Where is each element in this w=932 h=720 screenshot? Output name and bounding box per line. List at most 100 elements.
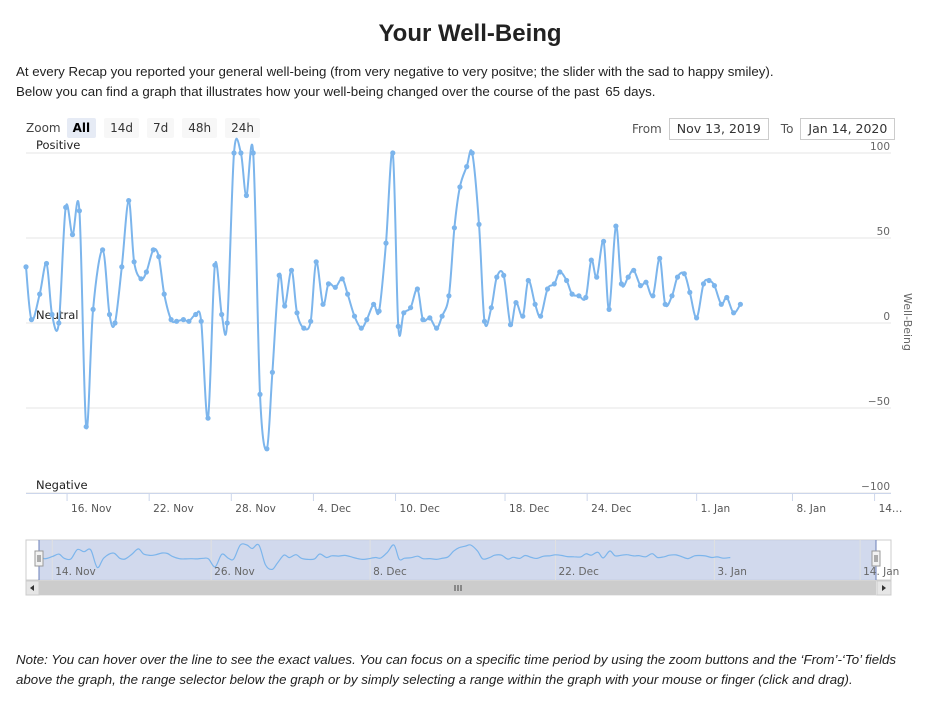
zoom-bar: Zoom All 14d 7d 48h 24h: [26, 118, 268, 138]
data-point: [532, 301, 538, 307]
data-point: [507, 322, 514, 328]
zoom-14d-button[interactable]: 14d: [104, 118, 139, 138]
data-point: [83, 424, 89, 430]
data-point: [301, 325, 307, 331]
range-navigator[interactable]: 14. Nov 26. Nov 8. Dec 22. Dec 3. Jan 14. Jan: [25, 539, 899, 596]
data-point: [434, 325, 440, 331]
x-tick-label: 24. Dec: [591, 503, 632, 515]
data-point: [564, 277, 570, 284]
navigator-tick-label: 14. Nov: [55, 566, 96, 578]
data-point: [650, 293, 656, 299]
data-point: [446, 293, 452, 299]
y-axis-labels: 100 50 0 −50 −100: [861, 141, 890, 493]
data-point: [711, 283, 718, 289]
x-tick-label: 18. Dec: [509, 503, 550, 515]
zoom-7d-button[interactable]: 7d: [147, 118, 175, 138]
help-note: Note: You can hover over the line to see…: [16, 652, 897, 687]
zoom-all-button[interactable]: All: [66, 118, 97, 138]
from-date-input[interactable]: Nov 13, 2019: [668, 118, 769, 140]
data-point: [161, 291, 167, 297]
navigator-tick-label: 22. Dec: [559, 566, 600, 578]
data-point: [601, 238, 607, 244]
data-point: [551, 281, 557, 287]
data-point: [488, 305, 494, 311]
data-point: [439, 313, 445, 319]
data-point: [662, 301, 668, 307]
data-point: [150, 247, 156, 253]
data-point: [212, 262, 218, 268]
x-tick-label: 16. Nov: [71, 503, 112, 515]
data-point: [637, 283, 644, 289]
data-point: [476, 221, 482, 227]
navigator-selected-range[interactable]: [39, 540, 876, 580]
data-point: [395, 323, 401, 329]
navigator-axis-labels: 14. Nov 26. Nov 8. Dec 22. Dec 3. Jan 14. Jan: [55, 566, 899, 578]
data-point: [606, 306, 612, 312]
data-point: [376, 308, 382, 314]
navigator-left-handle[interactable]: [34, 550, 44, 567]
data-point: [282, 303, 288, 309]
data-point: [28, 317, 35, 323]
data-point: [332, 284, 338, 290]
y-tick-label: 50: [877, 226, 890, 238]
data-point: [557, 269, 563, 275]
data-point: [351, 313, 358, 319]
to-date-input[interactable]: Jan 14, 2020: [800, 118, 896, 140]
range-inputs: From Nov 13, 2019 To Jan 14, 2020: [632, 118, 896, 140]
data-point: [138, 276, 144, 282]
scroll-right-arrow-icon: [882, 585, 886, 591]
data-point: [238, 150, 244, 156]
data-point: [408, 305, 414, 311]
wellbeing-chart[interactable]: 100 50 0 −50 −100 Positive Neutral Negative We…: [0, 0, 932, 610]
y-category-label: Neutral: [36, 308, 78, 322]
intro-line-1: At every Recap you reported your general…: [16, 64, 774, 79]
navigator-scrollbar[interactable]: [25, 580, 892, 596]
data-point: [90, 306, 96, 312]
data-point: [631, 267, 637, 273]
zoom-24h-button[interactable]: 24h: [225, 118, 261, 138]
data-point: [538, 313, 544, 319]
wellbeing-series-points[interactable]: [23, 150, 744, 452]
y-axis-title: Well-Being: [901, 293, 914, 351]
data-point: [681, 271, 687, 277]
data-point: [269, 369, 275, 375]
data-point: [43, 260, 50, 267]
data-point: [168, 317, 174, 323]
to-label: To: [780, 122, 794, 136]
data-point: [613, 223, 619, 229]
navigator-tick-label: 26. Nov: [214, 566, 255, 578]
data-point: [731, 310, 737, 316]
data-point: [464, 164, 470, 170]
y-tick-label: −50: [868, 396, 890, 408]
data-point: [69, 232, 76, 238]
navigator-gridlines: [51, 540, 861, 580]
data-point: [674, 274, 681, 280]
data-point: [231, 150, 237, 156]
data-point: [481, 318, 488, 324]
zoom-label: Zoom: [26, 121, 61, 135]
data-point: [37, 291, 43, 297]
data-point: [358, 325, 364, 331]
data-point: [576, 293, 582, 299]
data-point: [594, 274, 600, 280]
zoom-48h-button[interactable]: 48h: [182, 118, 218, 138]
x-tick-label: 28. Nov: [235, 503, 276, 515]
y-category-label: Negative: [36, 478, 88, 492]
data-point: [669, 293, 675, 299]
data-point: [583, 294, 589, 301]
x-tick-label: 22. Nov: [153, 503, 194, 515]
data-point: [687, 289, 693, 295]
wellbeing-series-line[interactable]: [25, 137, 742, 451]
intro-text: At every Recap you reported your general…: [16, 62, 774, 102]
data-point: [643, 279, 649, 285]
x-tick-label: 10. Dec: [400, 503, 441, 515]
x-tick-label: 8. Jan: [796, 503, 826, 515]
navigator-right-handle[interactable]: [871, 550, 881, 567]
data-point: [325, 281, 332, 287]
data-point: [657, 255, 663, 261]
data-point: [569, 291, 575, 297]
data-point: [625, 274, 631, 280]
data-point: [106, 311, 113, 318]
data-point: [525, 277, 531, 284]
data-point: [198, 318, 204, 324]
